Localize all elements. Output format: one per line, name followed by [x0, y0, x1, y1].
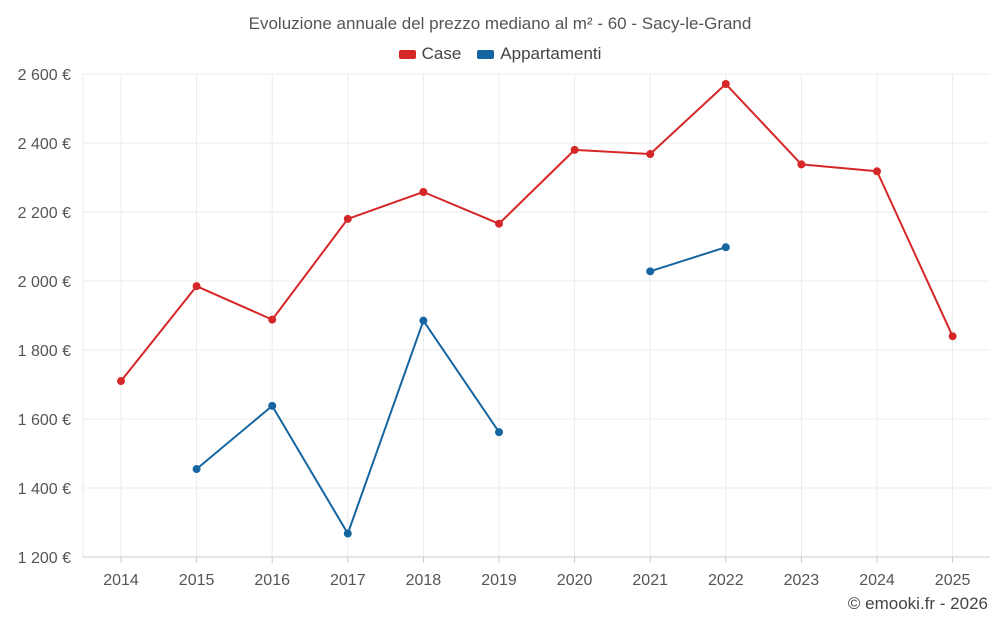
data-point-case-2015[interactable]: [192, 282, 201, 291]
data-point-case-2023[interactable]: [797, 160, 806, 169]
series-line-case: [120, 83, 954, 382]
data-point-case-2021[interactable]: [646, 150, 655, 159]
series: [117, 80, 957, 538]
y-tick-label: 1 200 €: [18, 550, 71, 567]
data-point-case-2018[interactable]: [419, 187, 428, 196]
x-tick-label: 2021: [632, 572, 668, 589]
x-tick-label: 2017: [330, 572, 366, 589]
data-point-appartamenti-2018[interactable]: [419, 316, 428, 325]
x-tick-label: 2016: [254, 572, 290, 589]
legend-swatch-appartamenti: [477, 49, 495, 59]
data-point-case-2019[interactable]: [495, 219, 503, 228]
data-point-appartamenti-2022[interactable]: [721, 243, 730, 252]
x-tick-label: 2023: [784, 572, 820, 589]
data-point-case-2014[interactable]: [117, 377, 125, 386]
credit-text: © emooki.fr - 2026: [847, 594, 988, 613]
legend-item-case[interactable]: Case: [398, 44, 462, 64]
legend-label-appartamenti: Appartamenti: [500, 44, 602, 63]
y-tick-label: 2 200 €: [18, 205, 71, 222]
y-tick-label: 2 000 €: [18, 274, 71, 291]
x-tick-label: 2025: [935, 572, 971, 589]
legend: Case Appartamenti: [0, 44, 1000, 64]
y-tick-label: 1 600 €: [18, 412, 71, 429]
grid: [82, 73, 990, 558]
legend-item-appartamenti[interactable]: Appartamenti: [477, 44, 601, 64]
x-tick-label: 2018: [406, 572, 442, 589]
legend-swatch-case: [398, 49, 416, 59]
data-point-case-2017[interactable]: [343, 214, 352, 223]
x-tick-label: 2024: [859, 572, 895, 589]
data-point-appartamenti-2021[interactable]: [646, 267, 655, 276]
data-point-case-2016[interactable]: [268, 315, 277, 324]
axes: 1 200 € 1 400 € 1 600 € 1 800 € 2 000 € 2 200…: [18, 67, 990, 589]
data-point-appartamenti-2017[interactable]: [343, 529, 352, 538]
x-tick-label: 2015: [179, 572, 215, 589]
data-point-case-2024[interactable]: [873, 167, 881, 176]
data-point-appartamenti-2016[interactable]: [268, 401, 277, 410]
x-tick-label: 2019: [481, 572, 517, 589]
chart-title: Evoluzione annuale del prezzo mediano al…: [248, 14, 752, 33]
y-tick-label: 2 400 €: [18, 136, 71, 153]
y-tick-label: 1 800 €: [18, 343, 71, 360]
data-point-case-2020[interactable]: [570, 145, 579, 154]
y-tick-label: 1 400 €: [18, 481, 71, 498]
series-line-appartamenti: [649, 246, 727, 273]
data-point-appartamenti-2015[interactable]: [192, 465, 201, 474]
x-tick-label: 2014: [103, 572, 139, 589]
data-point-case-2022[interactable]: [721, 80, 730, 89]
x-tick-label: 2022: [708, 572, 744, 589]
y-tick-label: 2 600 €: [18, 67, 71, 84]
data-point-case-2025[interactable]: [948, 332, 957, 341]
legend-label-case: Case: [421, 44, 462, 63]
x-tick-label: 2020: [557, 572, 593, 589]
data-point-appartamenti-2019[interactable]: [495, 428, 503, 437]
